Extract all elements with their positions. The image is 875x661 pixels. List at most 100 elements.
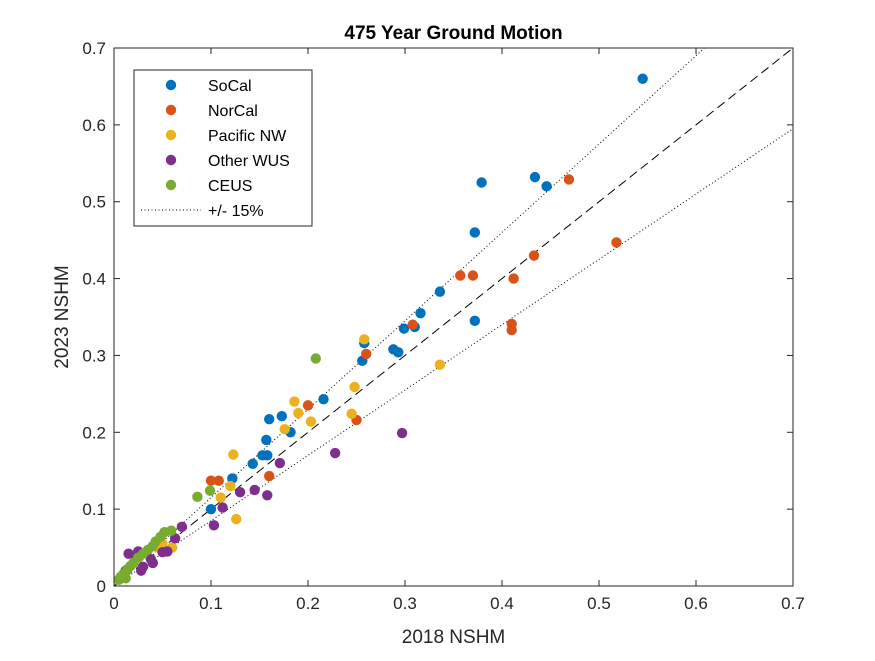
point-socal-5 [469,315,481,327]
point-other-wus-18 [123,548,134,559]
point-ceus-17 [113,574,125,586]
data-points [113,73,648,586]
y-tick-label: 0 [97,577,106,596]
chart-title: 475 Year Ground Motion [344,23,562,44]
legend-marker-socal [165,79,177,91]
point-norcal-9 [361,348,372,360]
y-tick-label: 0.1 [82,500,106,519]
y-tick-label: 0.2 [82,423,106,442]
point-socal-0 [637,73,648,84]
point-other-wus-4 [249,484,260,496]
point-norcal-12 [264,470,275,482]
point-pacific-nw-11 [215,492,226,503]
point-other-wus-2 [274,457,286,469]
legend-label-norcal: NorCal [208,103,258,120]
point-socal-17 [261,434,272,446]
legend-box [133,69,313,227]
point-pacific-nw-6 [279,424,290,435]
point-norcal-2 [528,250,540,261]
point-pacific-nw-10 [225,480,236,492]
point-socal-14 [318,394,329,405]
point-ceus-1 [204,485,216,496]
point-other-wus-6 [217,502,228,513]
point-norcal-4 [467,270,479,281]
legend-marker-ceus [165,179,177,191]
y-tick-label: 0.4 [82,270,106,289]
point-pacific-nw-0 [359,334,370,345]
point-pacific-nw-4 [293,407,304,419]
point-socal-20 [257,450,268,461]
point-norcal-14 [205,475,217,486]
point-norcal-8 [407,319,418,330]
y-axis-title: 2023 NSHM [52,265,73,369]
x-tick-label: 0.1 [199,594,223,613]
point-socal-3 [476,177,487,188]
point-pacific-nw-7 [228,449,239,460]
x-tick-label: 0.7 [781,594,805,613]
axes-frame [113,47,794,587]
point-norcal-1 [611,237,622,248]
point-other-wus-3 [262,490,273,501]
point-other-wus-15 [135,565,147,576]
point-pacific-nw-2 [346,408,357,420]
point-other-wus-8 [176,521,188,533]
point-norcal-0 [563,174,575,185]
point-socal-15 [276,410,288,422]
point-norcal-11 [302,400,314,411]
point-other-wus-0 [396,427,408,439]
point-socal-1 [529,171,541,183]
point-norcal-3 [508,273,519,284]
point-pacific-nw-1 [349,381,360,393]
y-tick-label: 0.3 [82,346,106,365]
legend-marker-other-wus [165,154,177,166]
x-tick-label: 0.6 [684,594,708,613]
x-tick-label: 0.5 [587,594,611,613]
legend-marker-norcal [165,104,177,116]
point-pacific-nw-8 [434,359,446,370]
reference-lines [114,48,793,586]
point-other-wus-13 [145,553,157,565]
point-other-wus-1 [329,447,341,459]
point-socal-6 [434,286,446,297]
point-socal-2 [541,181,552,192]
point-other-wus-11 [157,546,168,558]
x-tick-label: 0 [109,594,118,613]
reference-line-dotted-0 [114,48,705,586]
reference-line-dashed-1 [114,48,793,586]
legend-label-other-wus: Other WUS [208,153,290,170]
legend-label-ceus: CEUS [208,178,252,195]
point-other-wus-5 [234,487,246,498]
x-axis-title: 2018 NSHM [402,627,506,648]
legend-label-pacific-nw: Pacific NW [208,128,287,145]
legend-label-socal: SoCal [208,78,252,95]
point-pacific-nw-5 [305,416,317,427]
point-socal-23 [205,503,217,515]
point-other-wus-7 [208,520,220,531]
point-ceus-0 [310,353,321,364]
point-other-wus-9 [169,533,181,544]
point-socal-21 [247,458,258,469]
point-norcal-5 [455,270,466,281]
point-socal-11 [393,347,404,358]
point-socal-16 [264,414,275,425]
y-tick-label: 0.6 [82,116,106,135]
y-tick-label: 0.5 [82,193,106,212]
legend: SoCal NorCal Pacific NW Other WUS CEUS +/- 15… [133,69,313,227]
point-norcal-7 [506,324,517,336]
point-socal-9 [398,323,410,334]
point-ceus-2 [192,491,203,503]
x-tick-label: 0.3 [393,594,417,613]
point-pacific-nw-9 [231,513,242,525]
x-tick-label: 0.4 [490,594,514,613]
axis-ticks: 0 0.1 0.2 0.3 0.4 0.5 0.6 0.7 0 0.1 0.2 0.3 0.4 0.5 0.… [82,39,804,613]
legend-label--15-: +/- 15% [208,203,264,220]
x-tick-label: 0.2 [296,594,320,613]
point-norcal-13 [213,475,224,486]
point-socal-4 [469,227,481,238]
point-socal-7 [415,307,426,319]
y-tick-label: 0.7 [82,39,106,58]
legend-marker-pacific-nw [165,129,177,141]
point-pacific-nw-3 [289,396,300,407]
